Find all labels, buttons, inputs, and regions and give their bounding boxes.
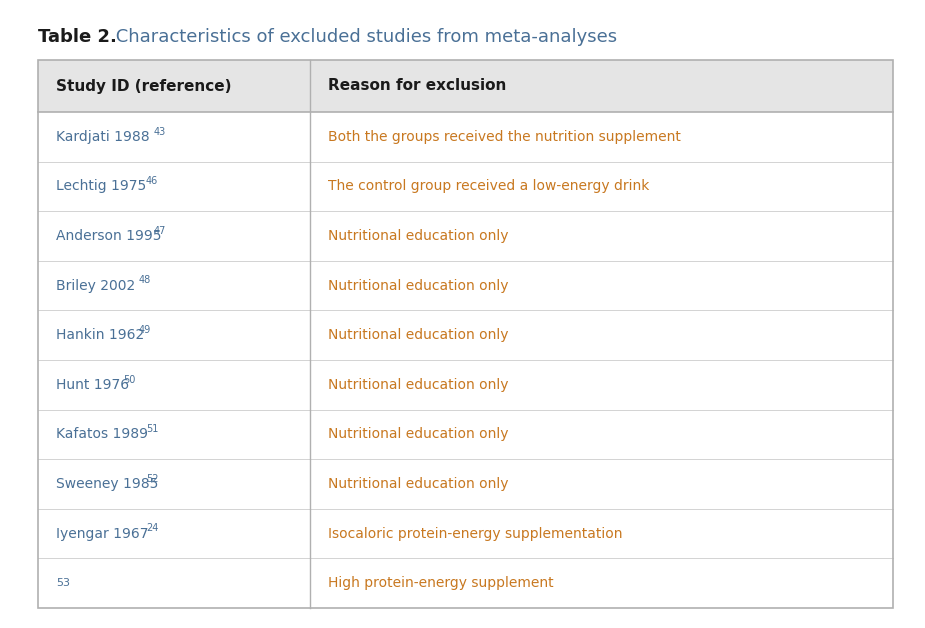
Text: Table 2.: Table 2. [38, 28, 117, 46]
Text: Sweeney 1985: Sweeney 1985 [56, 477, 158, 491]
Text: 52: 52 [146, 474, 158, 484]
Text: Isocaloric protein-energy supplementation: Isocaloric protein-energy supplementatio… [328, 527, 623, 541]
Text: Nutritional education only: Nutritional education only [328, 328, 509, 342]
Text: 46: 46 [146, 176, 158, 186]
Text: Both the groups received the nutrition supplement: Both the groups received the nutrition s… [328, 130, 681, 144]
Text: Characteristics of excluded studies from meta-analyses: Characteristics of excluded studies from… [110, 28, 617, 46]
Text: 53: 53 [56, 578, 70, 588]
Text: Iyengar 1967: Iyengar 1967 [56, 527, 149, 541]
Text: Lechtig 1975: Lechtig 1975 [56, 180, 146, 193]
Text: Study ID (reference): Study ID (reference) [56, 78, 231, 94]
Text: 48: 48 [139, 275, 151, 285]
Text: 50: 50 [124, 374, 136, 384]
Text: Briley 2002: Briley 2002 [56, 279, 135, 293]
Text: Nutritional education only: Nutritional education only [328, 279, 509, 293]
Text: Kafatos 1989: Kafatos 1989 [56, 428, 148, 441]
Bar [38, 60, 893, 608]
Text: Hankin 1962: Hankin 1962 [56, 328, 144, 342]
Text: Nutritional education only: Nutritional education only [328, 229, 509, 243]
Text: Anderson 1995: Anderson 1995 [56, 229, 162, 243]
Text: High protein-energy supplement: High protein-energy supplement [328, 577, 554, 590]
Text: 49: 49 [139, 325, 151, 335]
Text: Kardjati 1988: Kardjati 1988 [56, 130, 150, 144]
Text: Nutritional education only: Nutritional education only [328, 428, 509, 441]
Text: 24: 24 [146, 523, 158, 533]
Text: 47: 47 [154, 225, 166, 236]
Text: 43: 43 [154, 126, 166, 136]
Bar [38, 60, 893, 112]
Text: Reason for exclusion: Reason for exclusion [328, 78, 506, 94]
Text: 51: 51 [146, 424, 158, 434]
Text: The control group received a low-energy drink: The control group received a low-energy … [328, 180, 649, 193]
Text: Nutritional education only: Nutritional education only [328, 378, 509, 392]
Text: Nutritional education only: Nutritional education only [328, 477, 509, 491]
Text: Hunt 1976: Hunt 1976 [56, 378, 130, 392]
